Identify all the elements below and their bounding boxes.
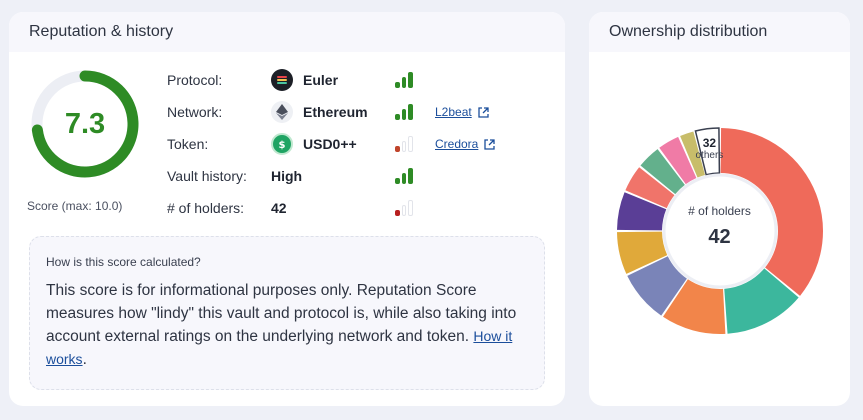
row-value: Ethereum [271,101,395,123]
external-link-icon [484,138,496,150]
rating-bar [401,77,406,88]
row-label: Protocol: [167,72,223,88]
row-value-text: Euler [303,72,339,88]
l2beat-link[interactable]: L2beat [435,105,489,119]
row-value: Euler [271,69,395,91]
row-holders: # of holders: 42 [167,196,527,220]
reputation-card: Reputation & history 7.3 Score (max: 10.… [9,12,565,406]
explanation-question: How is this score calculated? [46,255,201,269]
explanation-body: This score is for informational purposes… [46,282,517,345]
row-vault-history: Vault history: High [167,164,527,188]
rating-bar [408,72,413,88]
donut-slice[interactable] [627,256,687,316]
row-label: Vault history: [167,168,247,184]
row-value-text: 42 [271,200,287,216]
reputation-header: Reputation & history [9,12,565,52]
donut-slice[interactable] [617,231,668,274]
credora-link-text: Credora [435,137,479,151]
rating-bars [395,104,435,120]
rating-bar [408,136,413,152]
donut-center [662,173,778,289]
rating-bars [395,200,435,216]
rating-bar [395,82,400,88]
score-gauge: 7.3 [29,68,141,180]
row-protocol: Protocol: Euler [167,68,527,92]
rating-bars [395,72,435,88]
row-network: Network: Ethereum L2beat [167,100,527,124]
row-value: $ USD0++ [271,133,395,155]
rating-bar [395,178,400,184]
row-label: Token: [167,136,209,152]
row-value: High [271,168,395,184]
score-value: 7.3 [64,107,106,140]
ownership-card: Ownership distribution 32 others # of hol… [589,12,850,406]
euler-logo-icon [271,69,293,91]
rating-bar [401,205,406,216]
row-value-text: High [271,168,303,184]
row-value: 42 [271,200,395,216]
rating-bar [401,109,406,120]
donut-center-label: # of holders [688,204,751,218]
rating-bar [401,173,406,184]
donut-slice-others[interactable] [694,127,721,176]
usd0-token-icon: $ [271,133,293,155]
donut-slice[interactable] [640,149,685,195]
rating-bar [408,200,413,216]
rating-bar [408,168,413,184]
rating-bar [408,104,413,120]
donut-slice[interactable] [659,136,697,185]
donut-center-value: 42 [708,226,731,248]
row-label: # of holders: [167,200,245,216]
row-value-text: USD0++ [303,136,357,152]
external-link-icon [478,106,489,118]
row-token: Token: $ USD0++ Credora [167,132,527,156]
rating-bar [395,114,400,120]
rating-bar [395,210,400,216]
score-gauge-ring [31,70,139,178]
row-value-text: Ethereum [303,104,368,120]
donut-slice[interactable] [720,128,823,296]
rating-bars [395,136,435,152]
reputation-title: Reputation & history [29,23,174,40]
how-it-works-link[interactable]: How it works [46,328,513,367]
explanation-period: . [82,351,87,368]
explanation-text: This score is for informational purposes… [46,279,528,371]
others-label: others [696,150,724,161]
score-caption: Score (max: 10.0) [27,199,123,213]
ownership-header: Ownership distribution [589,12,850,52]
rating-bars [395,168,435,184]
donut-slice[interactable] [625,167,675,209]
donut-slice[interactable] [680,131,705,178]
score-explanation: How is this score calculated? This score… [29,236,545,390]
ethereum-logo-icon [271,101,293,123]
donut-slice[interactable] [617,192,667,231]
rating-bar [395,146,400,152]
score-gauge-arc [31,70,139,178]
svg-text:$: $ [279,140,286,150]
donut-slice[interactable] [724,268,799,334]
rating-bar [401,141,406,152]
others-count: 32 [703,136,717,150]
ownership-title: Ownership distribution [609,23,768,40]
row-label: Network: [167,104,223,120]
l2beat-link-text: L2beat [435,105,472,119]
credora-link[interactable]: Credora [435,137,496,151]
donut-slice[interactable] [663,279,726,334]
